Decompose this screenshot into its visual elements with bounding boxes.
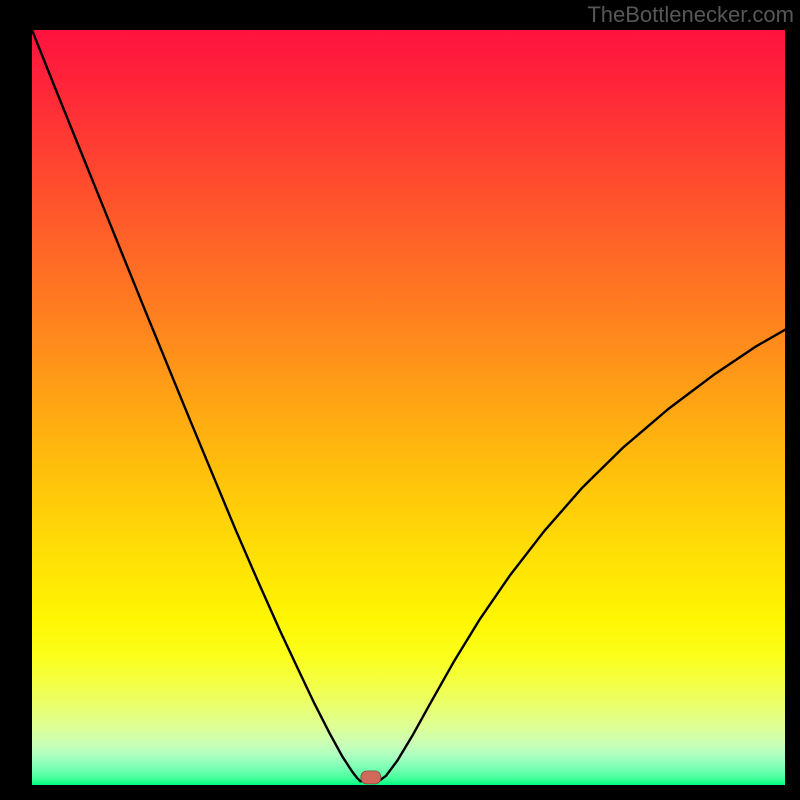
plot-area — [32, 30, 785, 785]
watermark-text: TheBottlenecker.com — [587, 0, 794, 30]
optimum-marker — [361, 771, 381, 784]
chart-frame: TheBottlenecker.com — [0, 0, 800, 800]
chart-svg — [32, 30, 785, 785]
